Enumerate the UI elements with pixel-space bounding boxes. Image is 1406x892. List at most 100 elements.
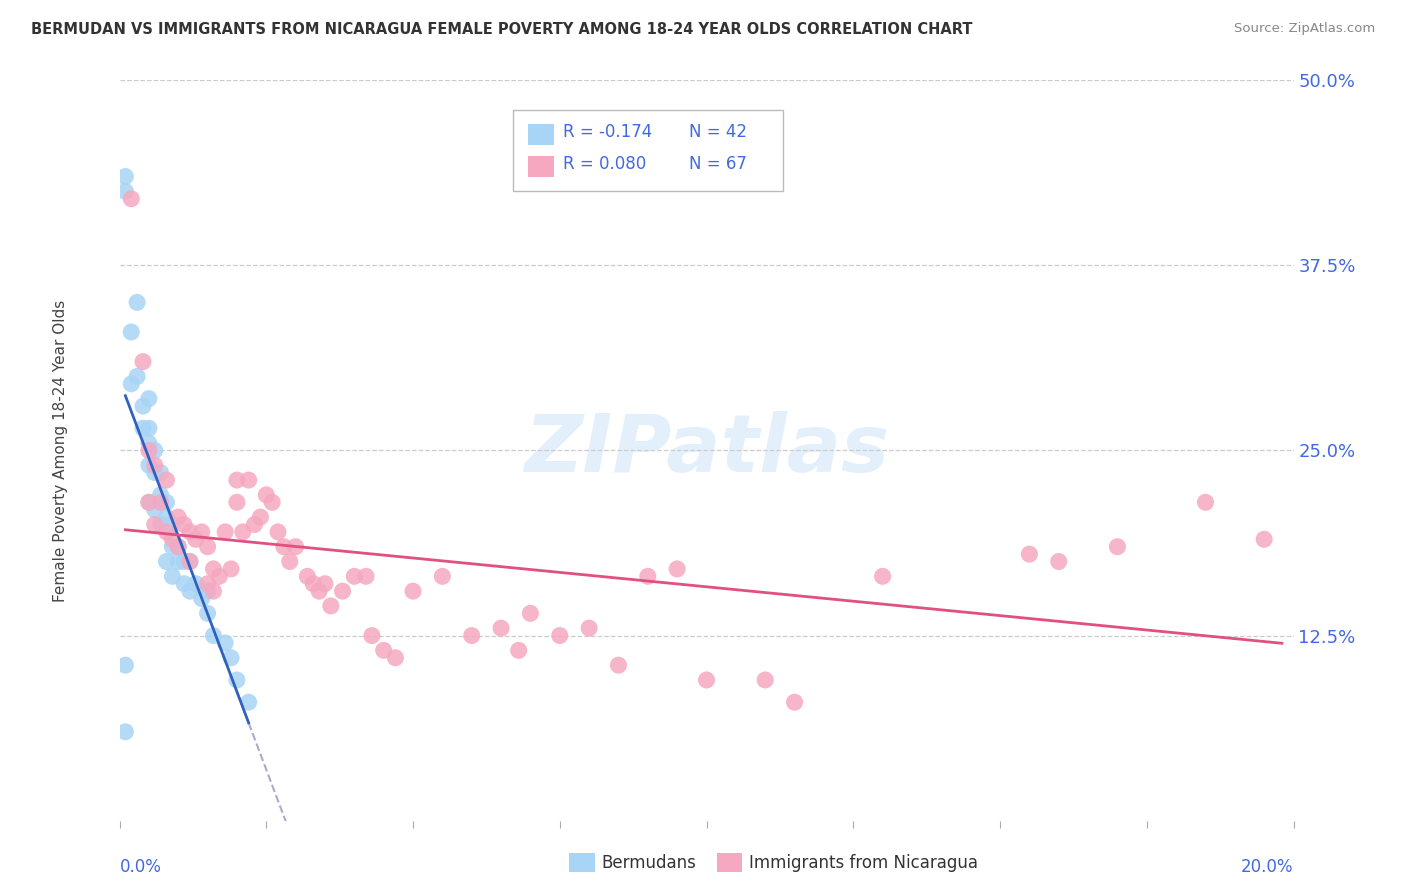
Point <box>167 540 190 554</box>
Point <box>114 658 136 673</box>
Point <box>184 533 207 547</box>
Text: Bermudans: Bermudans <box>602 854 696 871</box>
Point <box>138 458 160 473</box>
Point <box>127 369 149 384</box>
Point <box>149 517 172 532</box>
Point <box>508 643 530 657</box>
Text: BERMUDAN VS IMMIGRANTS FROM NICARAGUA FEMALE POVERTY AMONG 18-24 YEAR OLDS CORRE: BERMUDAN VS IMMIGRANTS FROM NICARAGUA FE… <box>31 22 973 37</box>
Point <box>637 569 659 583</box>
Point <box>155 473 177 487</box>
Point <box>1047 555 1070 569</box>
Point <box>202 584 225 599</box>
Point <box>155 495 177 509</box>
Point <box>243 517 266 532</box>
Point <box>1018 547 1040 561</box>
Point <box>114 169 136 184</box>
Point <box>179 555 201 569</box>
Point <box>167 510 190 524</box>
Point <box>373 643 395 657</box>
Point <box>314 576 336 591</box>
Point <box>519 607 541 621</box>
Point <box>202 562 225 576</box>
Point <box>167 555 190 569</box>
Point <box>132 399 155 413</box>
Point <box>754 673 776 687</box>
FancyBboxPatch shape <box>513 110 783 191</box>
Point <box>219 562 242 576</box>
Point <box>489 621 512 635</box>
Point <box>173 576 195 591</box>
Point <box>214 636 236 650</box>
Text: ZIPatlas: ZIPatlas <box>524 411 889 490</box>
Point <box>143 502 166 516</box>
Point <box>138 392 160 406</box>
Point <box>302 576 325 591</box>
Point <box>308 584 330 599</box>
Point <box>162 569 184 583</box>
Text: Female Poverty Among 18-24 Year Olds: Female Poverty Among 18-24 Year Olds <box>53 300 69 601</box>
Point <box>190 591 212 606</box>
FancyBboxPatch shape <box>529 156 554 177</box>
Point <box>238 473 260 487</box>
Point <box>114 184 136 198</box>
Point <box>254 488 277 502</box>
Point <box>202 628 225 642</box>
Point <box>197 576 219 591</box>
Point <box>332 584 354 599</box>
Text: N = 42: N = 42 <box>689 123 747 141</box>
Point <box>197 607 219 621</box>
Point <box>197 584 219 599</box>
Text: Immigrants from Nicaragua: Immigrants from Nicaragua <box>749 854 979 871</box>
Point <box>114 724 136 739</box>
Point <box>184 576 207 591</box>
Point <box>197 540 219 554</box>
Point <box>173 555 195 569</box>
Point <box>167 540 190 554</box>
Point <box>354 569 377 583</box>
Point <box>232 524 254 539</box>
Point <box>143 458 166 473</box>
Point <box>127 295 149 310</box>
Point <box>179 524 201 539</box>
Point <box>1107 540 1129 554</box>
Point <box>138 495 160 509</box>
Point <box>132 421 155 435</box>
Point <box>190 524 212 539</box>
Text: 0.0%: 0.0% <box>120 858 162 876</box>
Point <box>262 495 284 509</box>
Point <box>179 584 201 599</box>
Point <box>607 658 630 673</box>
Point <box>432 569 454 583</box>
Point <box>138 436 160 450</box>
Text: R = -0.174: R = -0.174 <box>564 123 652 141</box>
Text: Source: ZipAtlas.com: Source: ZipAtlas.com <box>1234 22 1375 36</box>
Point <box>155 555 177 569</box>
Point <box>162 517 184 532</box>
Point <box>578 621 600 635</box>
Point <box>238 695 260 709</box>
Point <box>143 517 166 532</box>
Point <box>284 540 307 554</box>
Point <box>138 443 160 458</box>
Point <box>179 555 201 569</box>
Point <box>666 562 689 576</box>
FancyBboxPatch shape <box>529 124 554 145</box>
Point <box>225 473 249 487</box>
Point <box>361 628 384 642</box>
Point <box>162 540 184 554</box>
Point <box>149 495 172 509</box>
Point <box>225 673 249 687</box>
Point <box>149 466 172 480</box>
Point <box>132 354 155 368</box>
Point <box>138 421 160 435</box>
Point <box>120 325 142 339</box>
Point <box>120 192 142 206</box>
Point <box>273 540 295 554</box>
Point <box>319 599 342 613</box>
Point <box>1253 533 1275 547</box>
Point <box>783 695 806 709</box>
Point <box>384 650 406 665</box>
Point <box>872 569 894 583</box>
Point <box>696 673 718 687</box>
Point <box>149 488 172 502</box>
